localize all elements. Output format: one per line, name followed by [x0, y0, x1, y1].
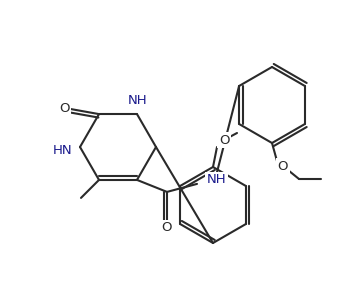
Text: O: O: [162, 221, 172, 235]
Text: HN: HN: [52, 143, 72, 156]
Text: O: O: [59, 102, 69, 115]
Text: O: O: [278, 160, 288, 173]
Text: O: O: [219, 134, 229, 146]
Text: NH: NH: [207, 174, 227, 186]
Text: NH: NH: [128, 94, 148, 107]
